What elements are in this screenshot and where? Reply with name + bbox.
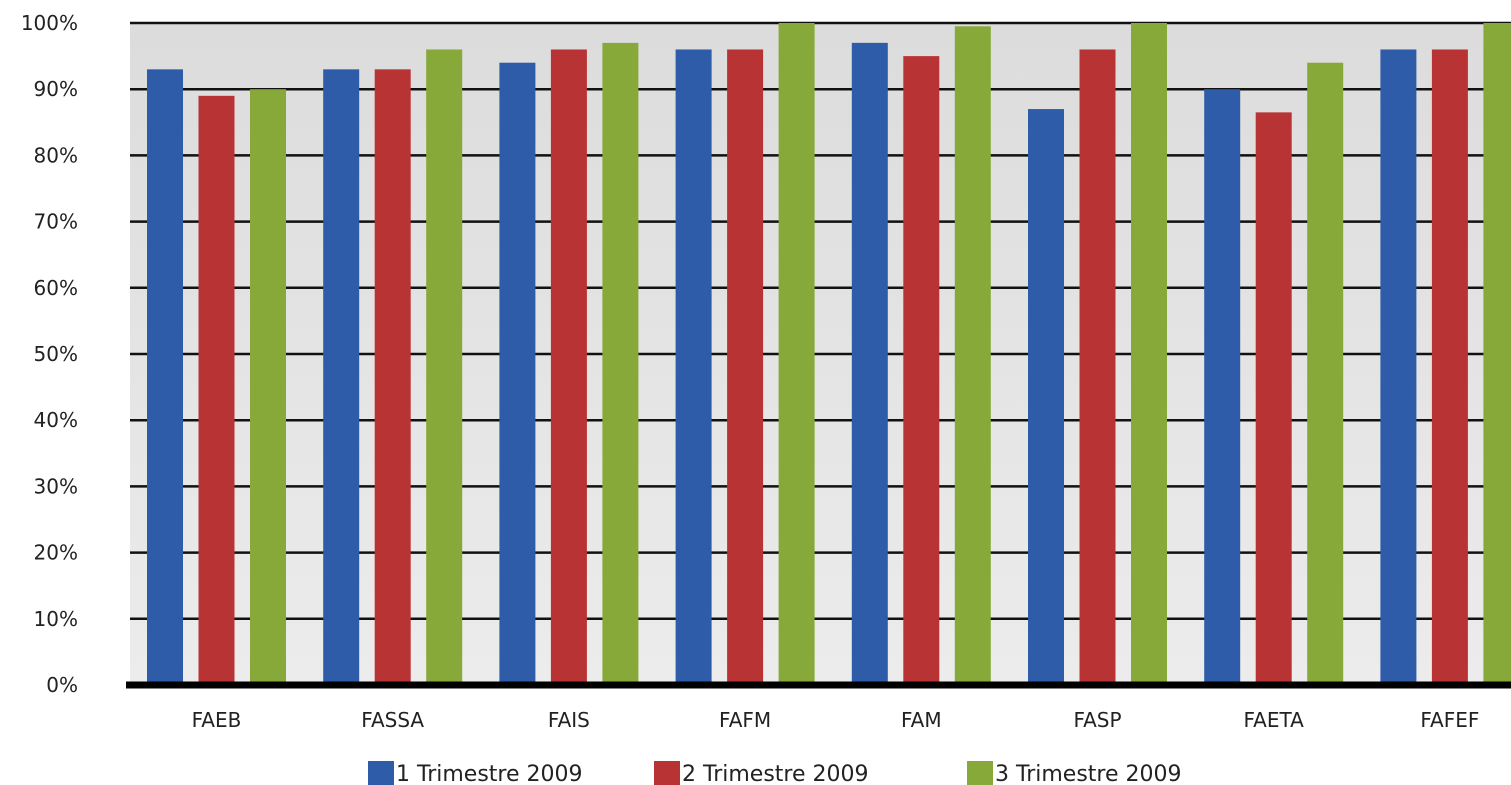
x-tick-label: FAM <box>901 708 942 732</box>
bar-fam-series-1 <box>851 42 888 686</box>
bar-fafm-series-1 <box>675 49 712 686</box>
y-tick-label: 80% <box>34 143 78 167</box>
bar-fafef-series-2 <box>1431 49 1468 686</box>
y-axis: 0% 10% 20% 30% 40% 50% 60% 70% 80% 90% 100% <box>21 11 78 697</box>
bar-fassa-series-1 <box>323 69 360 686</box>
bar-faeb-series-2 <box>198 95 235 685</box>
x-tick-label: FAETA <box>1244 708 1305 732</box>
bar-fassa-series-3 <box>426 49 463 686</box>
x-tick-label: FAIS <box>548 708 590 732</box>
bar-faeta-series-3 <box>1307 62 1344 686</box>
bar-faeta-series-1 <box>1204 89 1241 685</box>
bar-fafef-series-1 <box>1380 49 1417 686</box>
x-tick-label: FASSA <box>361 708 424 732</box>
bars <box>147 23 1511 686</box>
bar-fais-series-3 <box>602 42 639 686</box>
y-tick-label: 100% <box>21 11 78 35</box>
y-tick-label: 0% <box>46 673 78 697</box>
legend-label: 3 Trimestre 2009 <box>995 762 1181 785</box>
legend-swatch <box>967 761 993 785</box>
legend-swatch <box>368 761 394 785</box>
x-tick-label: FAFEF <box>1420 708 1479 732</box>
legend: 1 Trimestre 2009 2 Trimestre 2009 3 Trimes… <box>368 761 1181 785</box>
bar-fassa-series-2 <box>374 69 411 686</box>
bar-fam-series-3 <box>954 26 991 686</box>
y-tick-label: 20% <box>34 541 78 565</box>
bar-fasp-series-3 <box>1131 23 1167 685</box>
bar-fafm-series-2 <box>727 49 764 686</box>
bar-fafef-series-3 <box>1483 23 1511 685</box>
bar-fais-series-2 <box>550 49 587 686</box>
x-tick-label: FAEB <box>192 708 242 732</box>
y-tick-label: 60% <box>34 276 78 300</box>
y-tick-label: 30% <box>34 474 78 498</box>
legend-label: 2 Trimestre 2009 <box>682 762 868 785</box>
bar-faeta-series-2 <box>1255 112 1292 686</box>
bar-fafm-series-3 <box>778 23 815 685</box>
bar-fasp-series-1 <box>1028 109 1064 685</box>
bar-faeb-series-1 <box>147 69 183 686</box>
x-tick-label: FAFM <box>719 708 771 732</box>
y-tick-label: 70% <box>34 210 78 234</box>
y-tick-label: 40% <box>34 408 78 432</box>
x-axis: FAEB FASSA FAIS FAFM FAM FASP FAETA FAFEF <box>126 681 1511 732</box>
legend-swatch <box>654 761 680 785</box>
bar-fais-series-1 <box>499 62 536 686</box>
bar-faeb-series-3 <box>250 89 286 685</box>
y-tick-label: 50% <box>34 342 78 366</box>
x-tick-label: FASP <box>1073 708 1121 732</box>
bar-fam-series-2 <box>903 56 940 686</box>
y-tick-label: 10% <box>34 607 78 631</box>
y-tick-label: 90% <box>34 77 78 101</box>
legend-label: 1 Trimestre 2009 <box>396 762 582 785</box>
bar-fasp-series-2 <box>1079 49 1116 686</box>
